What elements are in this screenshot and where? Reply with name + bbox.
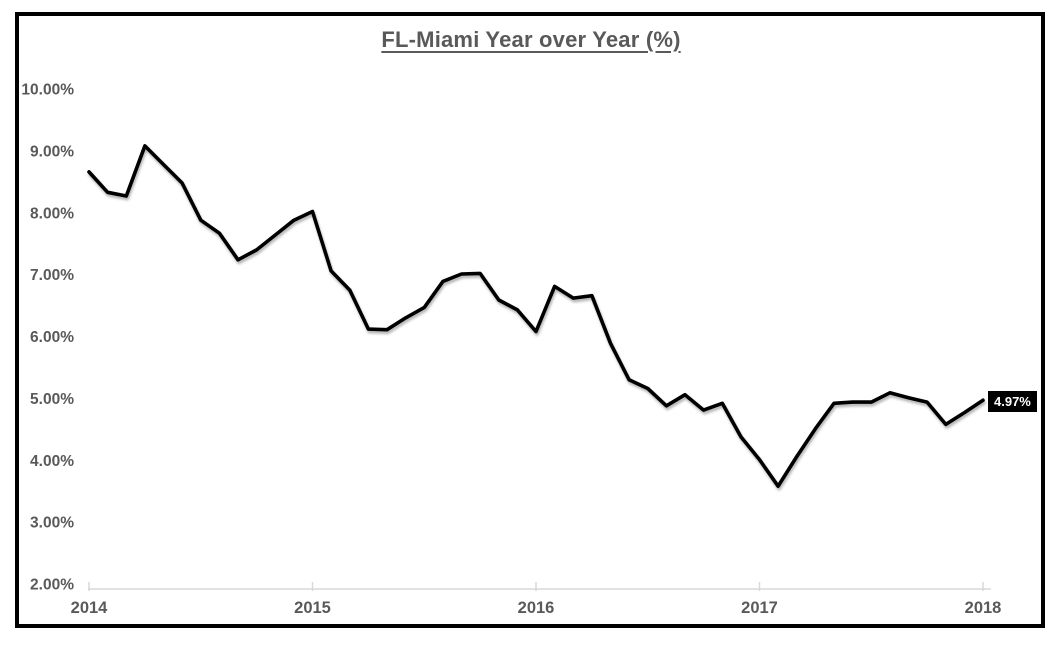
end-value-label: 4.97% [988,391,1037,412]
x-axis-tick-label: 2017 [741,599,778,617]
chart-title-text: FL-Miami Year over Year (%) [381,27,681,52]
y-axis-tick-label: 10.00% [21,82,74,99]
y-axis-tick-label: 8.00% [30,205,74,222]
x-axis-tick-label: 2015 [294,599,331,617]
y-axis-tick-label: 6.00% [30,329,74,346]
y-axis-tick-label: 3.00% [30,515,74,532]
x-axis-tick-label: 2018 [965,599,1002,617]
chart-title: FL-Miami Year over Year (%) [0,27,1062,53]
y-axis-tick-label: 4.00% [30,453,74,470]
y-axis-tick-label: 9.00% [30,143,74,160]
x-axis-tick-label: 2014 [71,599,109,617]
chart-border-frame [15,12,1045,628]
axis-layer: 10.00% 9.00% 8.00% 7.00% 6.00% 5.00% 4.00% 3.00… [21,82,1001,618]
y-axis-tick-label: 7.00% [30,267,74,284]
y-axis-tick-label: 2.00% [30,577,74,594]
y-axis-tick-label: 5.00% [30,391,74,408]
x-axis-tick-label: 2016 [518,599,555,617]
series-polyline [87,144,985,489]
data-series-line [87,144,985,489]
